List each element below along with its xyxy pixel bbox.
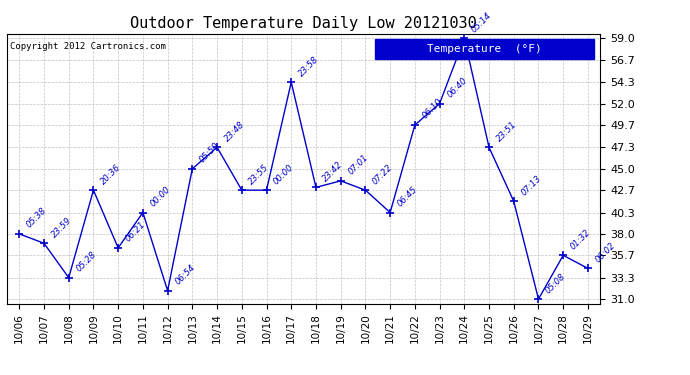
Text: 20:36: 20:36 [99, 162, 123, 186]
Text: 06:21: 06:21 [124, 220, 148, 244]
Text: 23:59: 23:59 [50, 216, 73, 239]
FancyBboxPatch shape [375, 39, 594, 59]
Text: 23:51: 23:51 [495, 120, 518, 143]
Text: 05:50: 05:50 [198, 141, 221, 165]
Text: 06:02: 06:02 [593, 241, 617, 264]
Text: 07:13: 07:13 [520, 174, 543, 197]
Text: 23:55: 23:55 [247, 162, 271, 186]
Text: 07:01: 07:01 [346, 153, 370, 177]
Text: 06:40: 06:40 [445, 76, 469, 99]
Text: 05:28: 05:28 [75, 250, 98, 273]
Text: 23:48: 23:48 [223, 120, 246, 143]
Text: 00:00: 00:00 [272, 162, 296, 186]
Text: Copyright 2012 Cartronics.com: Copyright 2012 Cartronics.com [10, 42, 166, 51]
Text: 07:22: 07:22 [371, 162, 395, 186]
Text: 06:54: 06:54 [173, 263, 197, 286]
Text: 05:08: 05:08 [544, 272, 568, 295]
Text: Temperature  (°F): Temperature (°F) [427, 44, 542, 54]
Text: 05:14: 05:14 [470, 10, 493, 34]
Text: 23:42: 23:42 [322, 160, 345, 183]
Text: 06:45: 06:45 [395, 185, 420, 209]
Text: 23:58: 23:58 [297, 54, 320, 78]
Title: Outdoor Temperature Daily Low 20121030: Outdoor Temperature Daily Low 20121030 [130, 16, 477, 31]
Text: 05:38: 05:38 [25, 206, 48, 230]
Text: 01:32: 01:32 [569, 228, 593, 251]
Text: 00:00: 00:00 [148, 185, 172, 209]
Text: 06:10: 06:10 [420, 97, 444, 121]
